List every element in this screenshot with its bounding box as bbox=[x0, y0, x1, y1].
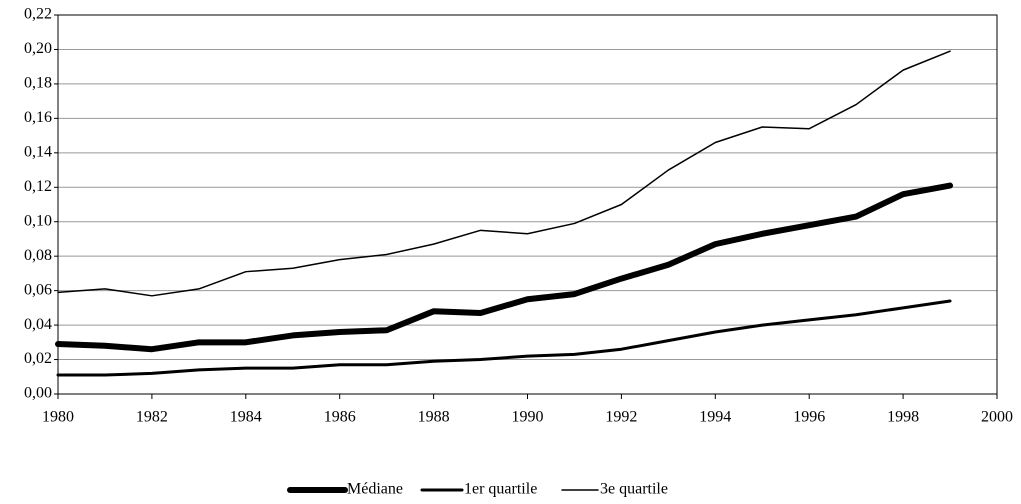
y-tick-label: 0,10 bbox=[24, 212, 52, 229]
x-tick-label: 1996 bbox=[793, 409, 825, 426]
series-line bbox=[57, 50, 951, 297]
x-tick-label: 1988 bbox=[418, 409, 450, 426]
y-tick-label: 0,22 bbox=[24, 6, 52, 23]
y-tick-label: 0,16 bbox=[24, 109, 52, 126]
legend-label: Médiane bbox=[347, 481, 403, 498]
x-tick-label: 1984 bbox=[230, 409, 262, 426]
y-tick-label: 0,08 bbox=[24, 247, 52, 264]
legend-label: 1er quartile bbox=[464, 481, 537, 498]
y-tick-label: 0,04 bbox=[24, 316, 52, 333]
y-tick-label: 0,14 bbox=[24, 143, 52, 160]
x-tick-label: 1986 bbox=[324, 409, 356, 426]
y-tick-label: 0,00 bbox=[24, 385, 52, 402]
plot-frame bbox=[57, 14, 998, 395]
x-tick-label: 1990 bbox=[512, 409, 544, 426]
x-tick-label: 1994 bbox=[699, 409, 731, 426]
y-tick-label: 0,02 bbox=[24, 350, 52, 367]
x-tick-label: 1982 bbox=[136, 409, 168, 426]
y-tick-label: 0,06 bbox=[24, 281, 52, 298]
y-tick-label: 0,12 bbox=[24, 178, 52, 195]
x-tick-label: 1992 bbox=[605, 409, 637, 426]
x-tick-label: 1980 bbox=[42, 409, 74, 426]
legend-label: 3e quartile bbox=[600, 481, 668, 498]
series-line bbox=[56, 299, 952, 377]
y-tick-label: 0,20 bbox=[24, 40, 52, 57]
y-tick-label: 0,18 bbox=[24, 75, 52, 92]
x-tick-label: 1998 bbox=[887, 409, 919, 426]
x-tick-label: 2000 bbox=[981, 409, 1013, 426]
series-line bbox=[55, 182, 954, 353]
